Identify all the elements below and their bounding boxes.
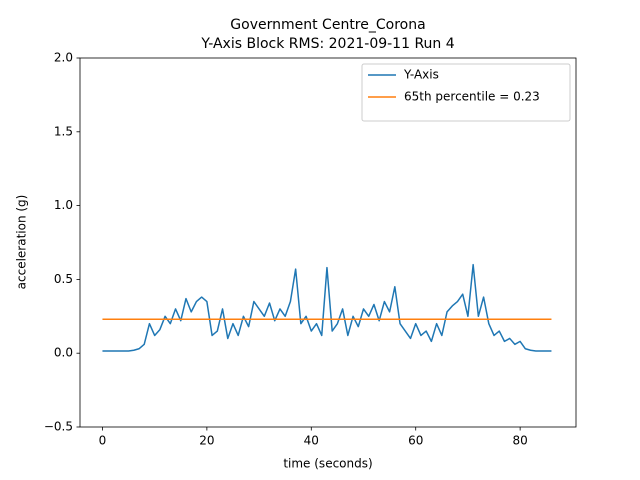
- y-tick-label: 0.0: [54, 346, 73, 360]
- x-tick-label: 40: [304, 434, 319, 448]
- legend-box: [361, 63, 571, 122]
- legend-label: Y-Axis: [403, 68, 439, 82]
- y-axis-label: acceleration (g): [15, 195, 29, 290]
- x-axis-label: time (seconds): [283, 457, 372, 471]
- y-tick-label: 1.5: [54, 124, 73, 138]
- x-tick-label: 60: [408, 434, 423, 448]
- x-tick-label: 20: [199, 434, 214, 448]
- x-tick-label: 80: [512, 434, 527, 448]
- y-tick-label: 2.0: [54, 51, 73, 65]
- y-tick-label: −0.5: [44, 420, 73, 434]
- y-tick-label: 1.0: [54, 198, 73, 212]
- legend-label: 65th percentile = 0.23: [404, 90, 540, 104]
- data-line: [102, 263, 552, 352]
- y-tick-label: 0.5: [54, 272, 73, 286]
- plot-frame: [79, 57, 577, 428]
- x-tick-label: 0: [99, 434, 107, 448]
- chart-title: Government Centre_Corona: [230, 17, 425, 33]
- chart-subtitle: Y-Axis Block RMS: 2021-09-11 Run 4: [200, 36, 454, 52]
